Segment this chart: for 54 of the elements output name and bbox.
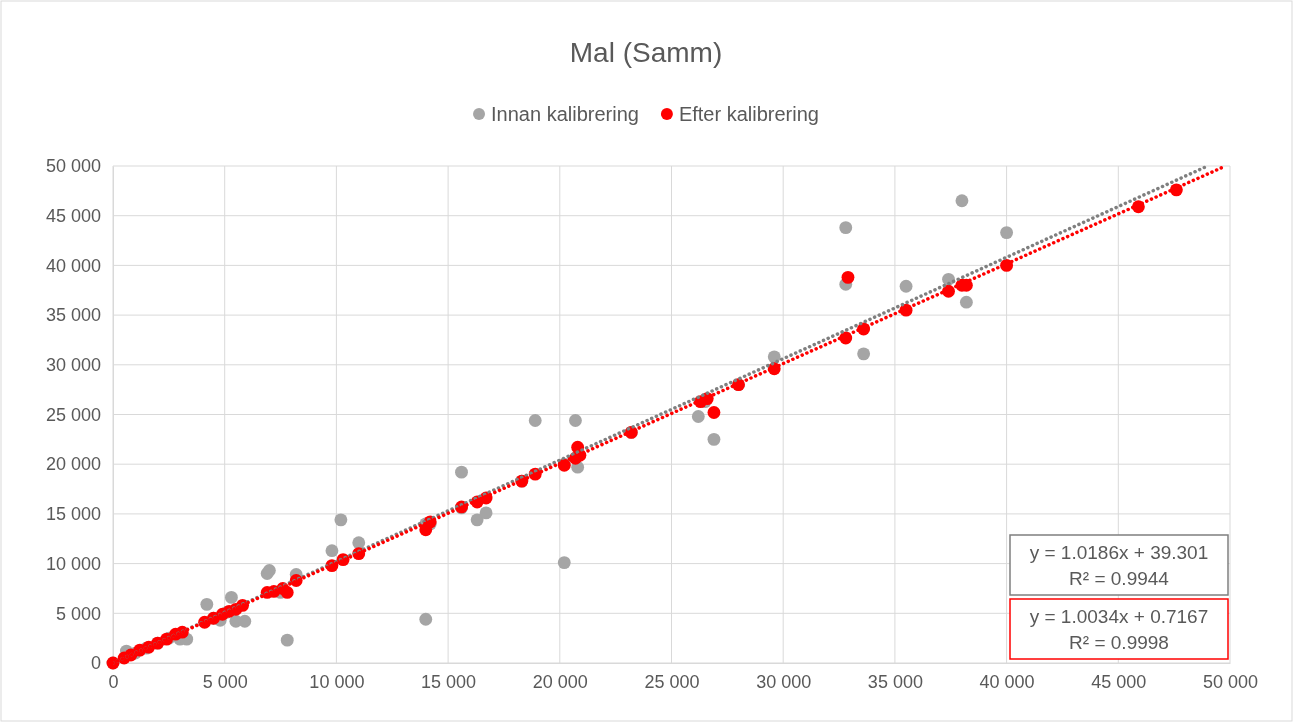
- annotation: R² = 0.9998: [1069, 632, 1169, 653]
- point: [691, 410, 705, 423]
- point: [528, 414, 542, 427]
- y-tick-label: 15 000: [45, 504, 101, 525]
- x-tick-label: 35 000: [867, 671, 923, 692]
- x-tick-label: 30 000: [756, 671, 812, 692]
- point: [419, 612, 433, 626]
- legend-label: Efter kalibrering: [678, 103, 819, 125]
- x-tick-label: 0: [108, 671, 119, 692]
- x-tick-label: 50 000: [1202, 671, 1259, 692]
- point: [899, 279, 913, 293]
- point: [470, 513, 484, 527]
- x-tick-label: 5 000: [202, 671, 248, 692]
- point: [569, 414, 582, 427]
- y-tick-label: 35 000: [45, 305, 101, 326]
- y-tick-label: 20 000: [45, 454, 101, 475]
- point: [557, 556, 571, 570]
- point: [455, 465, 468, 479]
- y-tick-label: 10 000: [45, 553, 101, 574]
- annotation: y = 1.0186x + 39.301: [1029, 542, 1209, 563]
- point: [707, 406, 721, 419]
- y-tick-label: 50 000: [45, 156, 101, 177]
- point: [857, 347, 871, 361]
- x-tick-label: 45 000: [1091, 671, 1147, 692]
- point: [1000, 226, 1014, 240]
- y-tick-label: 25 000: [45, 404, 101, 425]
- point: [479, 506, 493, 520]
- annotation: R² = 0.9944: [1069, 568, 1170, 589]
- point: [839, 221, 853, 235]
- y-tick-label: 40 000: [45, 255, 101, 276]
- point: [200, 597, 214, 611]
- chart-title: Mal (Samm): [569, 37, 723, 68]
- x-tick-label: 20 000: [532, 671, 588, 692]
- point: [280, 633, 294, 647]
- y-tick-label: 30 000: [45, 355, 101, 376]
- x-tick-label: 10 000: [309, 671, 365, 692]
- point: [238, 614, 252, 628]
- point: [334, 513, 348, 527]
- x-tick-label: 15 000: [421, 671, 477, 692]
- annotation: y = 1.0034x + 0.7167: [1029, 606, 1209, 627]
- point: [325, 544, 339, 558]
- y-tick-label: 5 000: [55, 603, 101, 624]
- legend-label: Innan kalibrering: [491, 103, 639, 125]
- y-tick-label: 45 000: [45, 205, 101, 226]
- point: [280, 586, 294, 599]
- point: [841, 270, 855, 284]
- x-tick-label: 40 000: [979, 671, 1035, 692]
- y-tick-label: 0: [90, 653, 101, 674]
- x-tick-label: 25 000: [644, 671, 700, 692]
- point: [707, 432, 721, 446]
- point: [352, 536, 366, 550]
- point: [224, 590, 238, 604]
- point: [959, 295, 973, 309]
- point: [955, 194, 969, 208]
